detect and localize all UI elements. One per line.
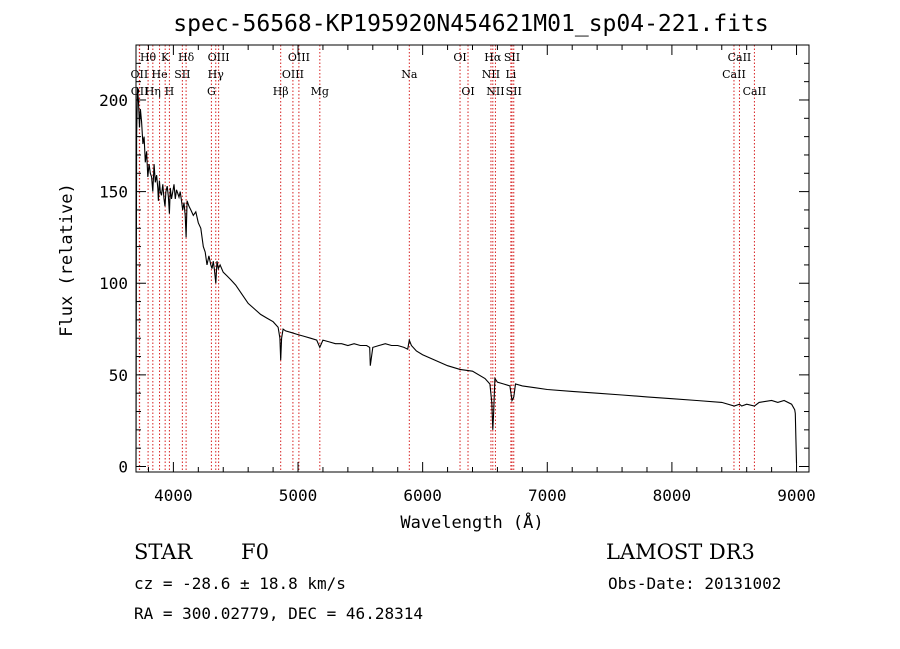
line-marker-label-24: SII: [506, 85, 522, 98]
line-marker-label-0: OII: [131, 68, 149, 81]
x-tick-label-4: 8000: [653, 486, 692, 505]
y-tick-label-0: 0: [118, 458, 128, 477]
line-marker-label-19: Hα: [484, 51, 502, 64]
obs-date-text: Obs-Date: 20131002: [608, 574, 782, 593]
line-marker-label-4: Hη: [145, 85, 161, 98]
line-marker-label-7: SII: [174, 68, 190, 81]
y-tick-label-4: 200: [99, 91, 128, 110]
line-marker-label-26: CaII: [722, 68, 746, 81]
line-marker-label-15: Mg: [311, 85, 329, 98]
line-marker-label-2: Hθ: [140, 51, 157, 64]
spectrum-line: [135, 87, 798, 467]
line-marker-label-23: Li: [505, 68, 516, 81]
line-marker-label-6: H: [165, 85, 175, 98]
line-marker-label-11: G: [207, 85, 216, 98]
line-marker-label-8: Hδ: [178, 51, 195, 64]
x-tick-label-2: 6000: [403, 486, 442, 505]
object-subclass: F0: [241, 540, 269, 564]
chart-title: spec-56568-KP195920N454621M01_sp04-221.f…: [173, 11, 768, 37]
y-tick-label-3: 150: [99, 183, 128, 202]
line-marker-label-25: CaII: [728, 51, 752, 64]
x-tick-label-5: 9000: [777, 486, 816, 505]
line-marker-label-14: OIII: [282, 68, 304, 81]
line-marker-label-5: K: [161, 51, 170, 64]
survey-name: LAMOST DR3: [606, 540, 755, 564]
line-marker-label-16: Na: [401, 68, 418, 81]
line-marker-label-13: OIII: [288, 51, 310, 64]
redshift-text: cz = -28.6 ± 18.8 km/s: [134, 574, 346, 593]
line-marker-label-3: He: [152, 68, 168, 81]
x-axis-label: Wavelength (Å): [400, 511, 543, 533]
line-marker-label-21: NII: [486, 85, 504, 98]
line-marker-label-1: OII: [131, 85, 149, 98]
line-marker-label-27: CaII: [743, 85, 767, 98]
y-axis-ticks: 0 50 100 150 200: [99, 62, 809, 477]
line-marker-label-18: OI: [461, 85, 474, 98]
line-marker-label-20: NII: [482, 68, 500, 81]
x-tick-label-0: 4000: [154, 486, 193, 505]
x-axis-ticks: 4000 5000 6000 7000 8000 9000: [147, 45, 816, 505]
plot-frame: [135, 44, 810, 473]
line-marker-label-12: Hβ: [273, 85, 289, 98]
y-tick-label-1: 50: [109, 366, 128, 385]
line-marker-label-17: OI: [453, 51, 466, 64]
line-marker-label-9: OIII: [208, 51, 230, 64]
y-axis-label: Flux (relative): [57, 183, 77, 337]
line-marker-labels: OII OII Hθ He Hη K H SII Hδ OIII Hγ G Hβ OIII OIII Mg Na…: [131, 51, 767, 98]
coordinates-text: RA = 300.02779, DEC = 46.28314: [134, 604, 423, 623]
x-tick-label-1: 5000: [279, 486, 318, 505]
object-class: STAR: [134, 540, 193, 564]
line-marker-label-22: SII: [504, 51, 520, 64]
line-marker-label-10: Hγ: [208, 68, 225, 81]
x-tick-label-3: 7000: [528, 486, 567, 505]
line-markers: [138, 45, 755, 472]
y-tick-label-2: 100: [99, 274, 128, 293]
